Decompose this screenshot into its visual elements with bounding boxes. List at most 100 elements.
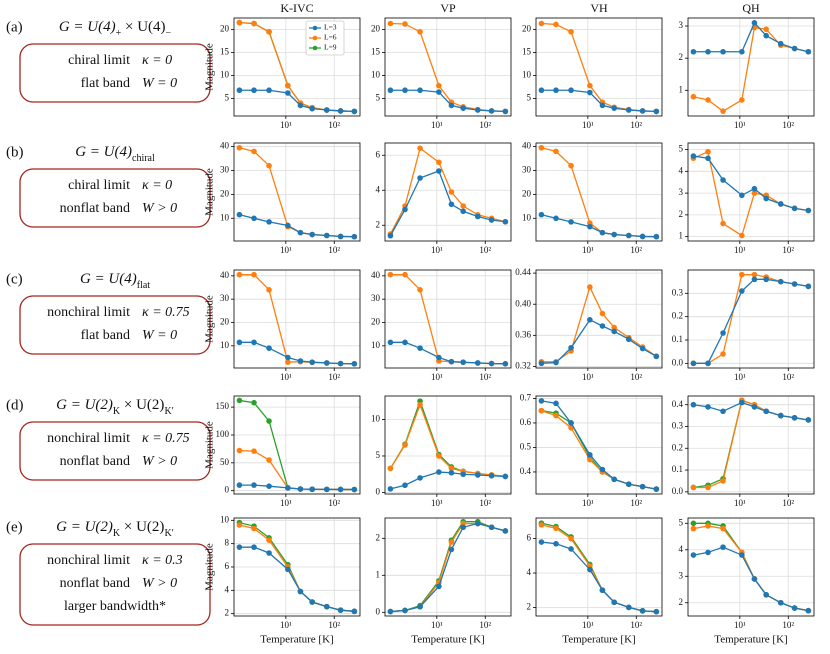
x-tick-label: 10² <box>782 372 794 382</box>
data-point <box>387 20 394 27</box>
y-tick-label: 10 <box>220 514 230 524</box>
data-point <box>417 175 423 181</box>
subplot: 0.0 0.1 0.2 0.3 10¹ 10² <box>672 269 815 382</box>
plot-frame <box>384 395 512 495</box>
series-line <box>693 399 809 489</box>
x-tick-label: 10² <box>630 498 642 508</box>
data-point <box>751 576 758 582</box>
data-point <box>763 592 769 598</box>
y-tick-label: 15 <box>220 47 230 57</box>
x-tick-label: 10¹ <box>280 498 292 508</box>
y-tick-label: 2 <box>679 209 684 219</box>
data-point <box>720 544 726 550</box>
data-point <box>739 399 745 406</box>
y-tick-label: 3 <box>679 570 684 580</box>
x-tick-label: 10¹ <box>280 245 292 255</box>
y-tick-label: 0.0 <box>672 357 684 367</box>
y-tick-label: 30 <box>371 293 381 303</box>
subplot: 10 20 30 40 10¹ 10² <box>522 141 663 255</box>
condition-value: W = 0 <box>142 328 177 343</box>
data-point <box>448 189 455 195</box>
data-point <box>251 271 257 278</box>
y-tick-label: 10 <box>371 70 381 80</box>
data-point <box>502 218 509 225</box>
data-point <box>777 278 784 285</box>
y-tick-label: 20 <box>220 188 230 198</box>
plot-frame <box>687 395 815 495</box>
legend-label: L=3 <box>324 23 337 32</box>
condition-text: nonflat band <box>60 454 130 469</box>
condition-value: κ = 0.75 <box>142 431 190 446</box>
x-tick-label: 10² <box>630 245 642 255</box>
subplot: 10 20 30 40 10¹ 10² Magnitude <box>204 141 361 255</box>
data-point <box>791 205 798 212</box>
data-point <box>502 473 509 480</box>
y-tick-label: 0.2 <box>672 311 683 321</box>
data-point <box>791 281 798 287</box>
data-point <box>236 447 243 454</box>
data-point <box>297 358 304 364</box>
y-tick-label: 10 <box>220 212 230 222</box>
subplot: 0.32 0.36 0.40 0.44 10¹ 10² <box>515 267 663 382</box>
y-tick-label: 4 <box>527 567 532 577</box>
data-point <box>236 397 243 404</box>
group-formula: G = U(4)+ × U(4)− <box>59 19 172 38</box>
data-point <box>705 484 711 491</box>
panel-label: (c) <box>6 271 23 287</box>
data-point <box>266 457 272 463</box>
series-line <box>541 522 657 613</box>
x-axis-label: Temperature [K] <box>562 634 635 646</box>
data-point <box>417 29 423 35</box>
y-tick-label: 0.6 <box>520 417 532 427</box>
y-tick-label: 8 <box>225 538 230 548</box>
series-line <box>693 399 809 489</box>
data-point <box>417 145 423 152</box>
formula-part: G = U(2) <box>56 397 113 413</box>
x-tick-label: 10² <box>782 120 794 130</box>
y-tick-label: 20 <box>522 24 532 34</box>
data-point <box>739 271 745 278</box>
series-line <box>693 525 809 612</box>
data-point <box>705 404 711 410</box>
y-axis-label: Magnitude <box>204 421 216 469</box>
data-point <box>251 482 257 488</box>
data-point <box>599 587 606 594</box>
data-point <box>568 420 574 426</box>
data-point <box>587 89 593 96</box>
data-point <box>553 21 559 28</box>
data-point <box>568 219 574 225</box>
formula-part: × U(2) <box>120 397 164 413</box>
x-tick-label: 10² <box>630 620 642 630</box>
data-point <box>587 456 593 463</box>
formula-part: G = U(4) <box>80 271 137 287</box>
formula-subscript: flat <box>137 280 151 291</box>
subplot: 0 50 100 150 10¹ 10² Magnitude <box>204 395 361 508</box>
data-point <box>488 472 495 479</box>
data-point <box>805 283 812 290</box>
data-point <box>448 539 455 545</box>
data-point <box>436 354 442 361</box>
plot-frame <box>384 517 512 617</box>
x-axis-label: Temperature [K] <box>260 634 333 646</box>
data-point <box>611 328 617 335</box>
subplot: 10 20 30 40 10¹ 10² Magnitude <box>204 269 361 382</box>
data-point <box>309 486 315 493</box>
y-tick-label: 10 <box>371 340 381 350</box>
subplot: 2 4 6 10¹ 10² <box>376 142 512 255</box>
data-point <box>285 485 291 491</box>
plot-frame <box>233 517 361 617</box>
y-tick-label: 20 <box>371 24 381 34</box>
condition-text: chiral limit <box>68 178 130 193</box>
series-line <box>693 546 809 612</box>
data-point <box>538 407 545 414</box>
data-point <box>805 207 812 214</box>
y-tick-label: 2 <box>225 608 230 618</box>
data-point <box>351 608 358 615</box>
data-point <box>460 105 466 111</box>
data-point <box>751 20 758 26</box>
series-line <box>541 410 657 490</box>
x-tick-label: 10² <box>782 620 794 630</box>
y-tick-label: 6 <box>225 561 230 571</box>
data-point <box>448 546 455 553</box>
plot-frame <box>687 17 815 117</box>
